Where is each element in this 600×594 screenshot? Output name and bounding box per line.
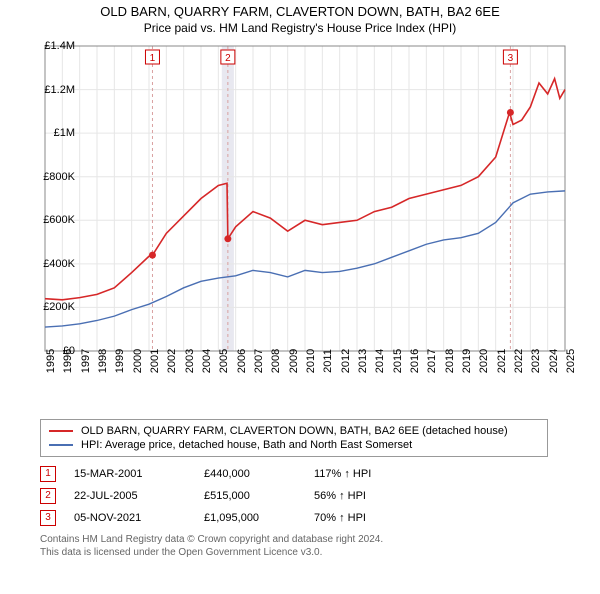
x-axis-tick: 2017 — [426, 349, 438, 373]
svg-text:2: 2 — [225, 53, 231, 64]
x-axis-tick: 2020 — [478, 349, 490, 373]
x-axis-tick: 2015 — [392, 349, 404, 373]
event-marker-icon: 3 — [40, 510, 56, 526]
svg-text:1: 1 — [150, 53, 156, 64]
legend-swatch — [49, 444, 73, 446]
event-date: 15-MAR-2001 — [74, 468, 204, 480]
x-axis-tick: 2023 — [530, 349, 542, 373]
legend-label: OLD BARN, QUARRY FARM, CLAVERTON DOWN, B… — [81, 425, 508, 437]
event-row: 3 05-NOV-2021 £1,095,000 70% ↑ HPI — [40, 507, 580, 529]
y-axis-tick: £1.4M — [44, 40, 75, 52]
events-table: 1 15-MAR-2001 £440,000 117% ↑ HPI 2 22-J… — [40, 463, 580, 529]
x-axis-tick: 1998 — [97, 349, 109, 373]
x-axis-tick: 1996 — [62, 349, 74, 373]
y-axis-tick: £1.2M — [44, 84, 75, 96]
footer-line: This data is licensed under the Open Gov… — [40, 546, 580, 559]
x-axis-tick: 2014 — [374, 349, 386, 373]
event-pct: 70% ↑ HPI — [314, 512, 366, 524]
x-axis-tick: 2012 — [340, 349, 352, 373]
event-pct: 56% ↑ HPI — [314, 490, 366, 502]
x-axis-tick: 1995 — [45, 349, 57, 373]
x-axis-tick: 2018 — [444, 349, 456, 373]
chart-area: 123 £0£200K£400K£600K£800K£1M£1.2M£1.4M1… — [40, 41, 600, 391]
y-axis-tick: £1M — [54, 127, 75, 139]
x-axis-tick: 2005 — [218, 349, 230, 373]
x-axis-tick: 2016 — [409, 349, 421, 373]
x-axis-tick: 2001 — [149, 349, 161, 373]
footer-line: Contains HM Land Registry data © Crown c… — [40, 533, 580, 546]
x-axis-tick: 2007 — [253, 349, 265, 373]
event-price: £515,000 — [204, 490, 314, 502]
x-axis-tick: 2003 — [184, 349, 196, 373]
chart-svg: 1 2 3 — [40, 41, 600, 391]
event-row: 1 15-MAR-2001 £440,000 117% ↑ HPI — [40, 463, 580, 485]
event-row: 2 22-JUL-2005 £515,000 56% ↑ HPI — [40, 485, 580, 507]
y-axis-tick: £800K — [43, 171, 75, 183]
event-marker-icon: 1 — [40, 466, 56, 482]
y-axis-tick: £200K — [43, 301, 75, 313]
x-axis-tick: 2019 — [461, 349, 473, 373]
event-date: 22-JUL-2005 — [74, 490, 204, 502]
legend-item: OLD BARN, QUARRY FARM, CLAVERTON DOWN, B… — [49, 424, 539, 438]
legend-swatch — [49, 430, 73, 432]
x-axis-tick: 2000 — [132, 349, 144, 373]
event-date: 05-NOV-2021 — [74, 512, 204, 524]
y-axis-tick: £600K — [43, 214, 75, 226]
x-axis-tick: 2024 — [548, 349, 560, 373]
chart-subtitle: Price paid vs. HM Land Registry's House … — [0, 21, 600, 35]
legend-item: HPI: Average price, detached house, Bath… — [49, 438, 539, 452]
x-axis-tick: 2013 — [357, 349, 369, 373]
y-axis-tick: £400K — [43, 258, 75, 270]
x-axis-tick: 2008 — [270, 349, 282, 373]
legend: OLD BARN, QUARRY FARM, CLAVERTON DOWN, B… — [40, 419, 548, 457]
legend-label: HPI: Average price, detached house, Bath… — [81, 439, 412, 451]
chart-title: OLD BARN, QUARRY FARM, CLAVERTON DOWN, B… — [0, 4, 600, 19]
x-axis-tick: 2006 — [236, 349, 248, 373]
event-pct: 117% ↑ HPI — [314, 468, 371, 480]
x-axis-tick: 2025 — [565, 349, 577, 373]
event-price: £440,000 — [204, 468, 314, 480]
x-axis-tick: 1999 — [114, 349, 126, 373]
x-axis-tick: 2022 — [513, 349, 525, 373]
x-axis-tick: 2011 — [322, 349, 334, 373]
x-axis-tick: 2009 — [288, 349, 300, 373]
event-marker-icon: 2 — [40, 488, 56, 504]
x-axis-tick: 2004 — [201, 349, 213, 373]
x-axis-tick: 1997 — [80, 349, 92, 373]
x-axis-tick: 2002 — [166, 349, 178, 373]
event-price: £1,095,000 — [204, 512, 314, 524]
x-axis-tick: 2010 — [305, 349, 317, 373]
x-axis-tick: 2021 — [496, 349, 508, 373]
svg-text:3: 3 — [508, 53, 514, 64]
footer-attribution: Contains HM Land Registry data © Crown c… — [40, 533, 580, 559]
